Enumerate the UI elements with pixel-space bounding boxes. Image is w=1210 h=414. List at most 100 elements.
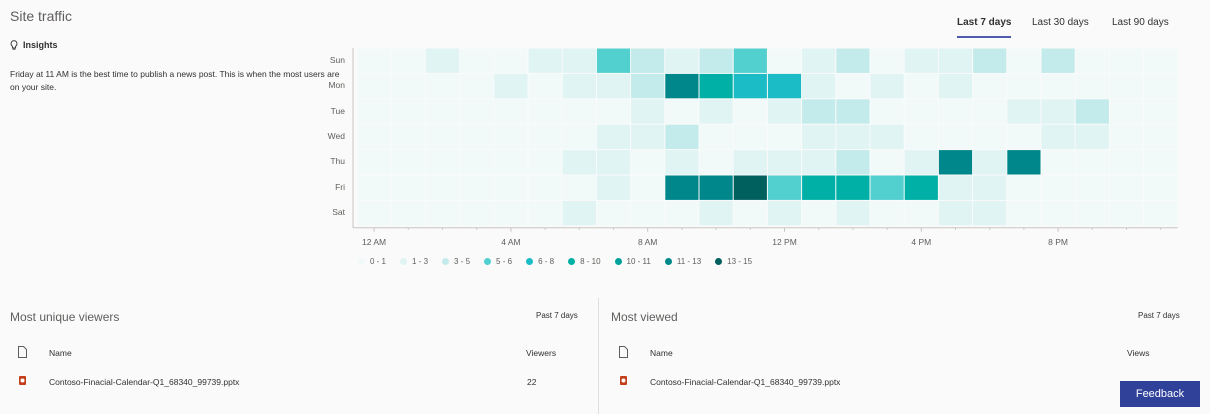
heatmap-cell[interactable] xyxy=(1075,150,1109,175)
heatmap-cell[interactable] xyxy=(973,175,1007,200)
heatmap-cell[interactable] xyxy=(528,99,562,124)
heatmap-cell[interactable] xyxy=(802,73,836,99)
heatmap-cell[interactable] xyxy=(494,175,528,200)
heatmap-cell[interactable] xyxy=(391,124,425,150)
heatmap-cell[interactable] xyxy=(357,175,391,200)
heatmap-cell[interactable] xyxy=(1075,73,1109,99)
heatmap-cell[interactable] xyxy=(391,99,425,124)
heatmap-cell[interactable] xyxy=(1144,48,1178,73)
heatmap-cell[interactable] xyxy=(836,175,870,200)
heatmap-cell[interactable] xyxy=(562,124,596,150)
heatmap-cell[interactable] xyxy=(596,99,631,124)
heatmap-cell[interactable] xyxy=(699,73,733,99)
heatmap-cell[interactable] xyxy=(767,48,802,73)
heatmap-cell[interactable] xyxy=(596,48,631,73)
heatmap-cell[interactable] xyxy=(494,200,528,226)
heatmap-cell[interactable] xyxy=(699,200,733,226)
heatmap-cell[interactable] xyxy=(733,200,767,226)
heatmap-cell[interactable] xyxy=(733,150,767,175)
heatmap-cell[interactable] xyxy=(973,73,1007,99)
heatmap-cell[interactable] xyxy=(425,200,460,226)
heatmap-cell[interactable] xyxy=(631,99,665,124)
heatmap-cell[interactable] xyxy=(938,99,973,124)
heatmap-cell[interactable] xyxy=(904,124,938,150)
heatmap-cell[interactable] xyxy=(1109,99,1144,124)
heatmap-cell[interactable] xyxy=(1109,175,1144,200)
heatmap-cell[interactable] xyxy=(562,175,596,200)
heatmap-cell[interactable] xyxy=(357,48,391,73)
heatmap-cell[interactable] xyxy=(665,200,699,226)
heatmap-cell[interactable] xyxy=(802,48,836,73)
heatmap-cell[interactable] xyxy=(631,48,665,73)
heatmap-cell[interactable] xyxy=(973,200,1007,226)
heatmap-cell[interactable] xyxy=(733,124,767,150)
heatmap-cell[interactable] xyxy=(1007,48,1041,73)
feedback-button[interactable]: Feedback xyxy=(1120,381,1200,407)
heatmap-cell[interactable] xyxy=(665,150,699,175)
heatmap-cell[interactable] xyxy=(631,200,665,226)
heatmap-cell[interactable] xyxy=(870,175,904,200)
file-link[interactable]: Contoso-Finacial-Calendar-Q1_68340_99739… xyxy=(49,377,240,387)
heatmap-cell[interactable] xyxy=(596,175,631,200)
heatmap-cell[interactable] xyxy=(460,175,494,200)
heatmap-cell[interactable] xyxy=(767,175,802,200)
heatmap-cell[interactable] xyxy=(1144,124,1178,150)
heatmap-cell[interactable] xyxy=(631,124,665,150)
heatmap-cell[interactable] xyxy=(357,200,391,226)
heatmap-cell[interactable] xyxy=(699,150,733,175)
heatmap-cell[interactable] xyxy=(460,200,494,226)
heatmap-cell[interactable] xyxy=(836,150,870,175)
heatmap-cell[interactable] xyxy=(562,150,596,175)
heatmap-cell[interactable] xyxy=(494,124,528,150)
heatmap-cell[interactable] xyxy=(596,124,631,150)
heatmap-cell[interactable] xyxy=(767,124,802,150)
heatmap-cell[interactable] xyxy=(767,150,802,175)
heatmap-cell[interactable] xyxy=(836,99,870,124)
heatmap-cell[interactable] xyxy=(1075,175,1109,200)
heatmap-cell[interactable] xyxy=(425,48,460,73)
heatmap-cell[interactable] xyxy=(904,150,938,175)
heatmap-cell[interactable] xyxy=(391,150,425,175)
heatmap-cell[interactable] xyxy=(733,99,767,124)
heatmap-cell[interactable] xyxy=(460,48,494,73)
name-column-header[interactable]: Name xyxy=(650,348,673,358)
heatmap-cell[interactable] xyxy=(733,48,767,73)
heatmap-cell[interactable] xyxy=(699,124,733,150)
heatmap-cell[interactable] xyxy=(1109,150,1144,175)
heatmap-cell[interactable] xyxy=(562,48,596,73)
tab-last-30-days[interactable]: Last 30 days xyxy=(1032,17,1089,28)
heatmap-cell[interactable] xyxy=(357,99,391,124)
heatmap-cell[interactable] xyxy=(357,124,391,150)
heatmap-cell[interactable] xyxy=(1007,200,1041,226)
heatmap-cell[interactable] xyxy=(802,150,836,175)
heatmap-cell[interactable] xyxy=(938,48,973,73)
heatmap-cell[interactable] xyxy=(631,150,665,175)
heatmap-cell[interactable] xyxy=(1144,200,1178,226)
tab-last-7-days[interactable]: Last 7 days xyxy=(957,17,1012,38)
heatmap-cell[interactable] xyxy=(494,73,528,99)
heatmap-cell[interactable] xyxy=(870,99,904,124)
heatmap-cell[interactable] xyxy=(1041,200,1075,226)
heatmap-cell[interactable] xyxy=(1075,124,1109,150)
heatmap-cell[interactable] xyxy=(391,73,425,99)
heatmap-cell[interactable] xyxy=(733,73,767,99)
heatmap-cell[interactable] xyxy=(528,175,562,200)
heatmap-cell[interactable] xyxy=(460,73,494,99)
heatmap-cell[interactable] xyxy=(973,99,1007,124)
heatmap-cell[interactable] xyxy=(596,150,631,175)
heatmap-cell[interactable] xyxy=(870,200,904,226)
heatmap-cell[interactable] xyxy=(767,99,802,124)
heatmap-cell[interactable] xyxy=(802,175,836,200)
heatmap-cell[interactable] xyxy=(938,150,973,175)
heatmap-cell[interactable] xyxy=(973,48,1007,73)
heatmap-cell[interactable] xyxy=(938,200,973,226)
viewers-column-header[interactable]: Viewers xyxy=(526,348,557,358)
heatmap-cell[interactable] xyxy=(665,99,699,124)
heatmap-cell[interactable] xyxy=(391,175,425,200)
heatmap-cell[interactable] xyxy=(1144,73,1178,99)
heatmap-cell[interactable] xyxy=(870,124,904,150)
heatmap-cell[interactable] xyxy=(836,200,870,226)
heatmap-cell[interactable] xyxy=(938,73,973,99)
heatmap-cell[interactable] xyxy=(836,73,870,99)
heatmap-cell[interactable] xyxy=(391,200,425,226)
